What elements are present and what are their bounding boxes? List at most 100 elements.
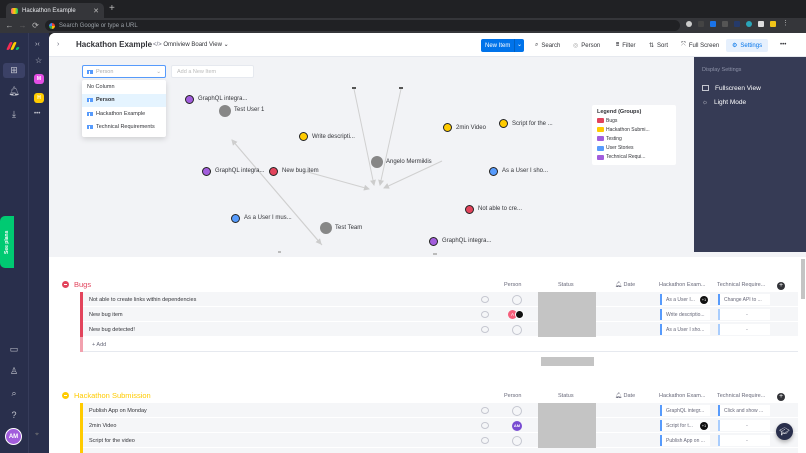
column-header-person[interactable]: Person xyxy=(504,393,522,399)
workspace-h[interactable]: H xyxy=(34,93,44,103)
hackathon-link-cell[interactable]: Publish App on ... xyxy=(660,435,710,446)
forward-button[interactable]: → xyxy=(18,21,27,30)
fullscreen-view-option[interactable]: Fullscreen View xyxy=(702,81,798,95)
technical-link-cell[interactable]: - xyxy=(718,309,770,320)
column-header-date[interactable]: 🔔︎ Date xyxy=(615,393,636,399)
graph-canvas[interactable]: Person ⌄ Add a New Item No Column Person … xyxy=(49,57,806,257)
hackathon-link-cell[interactable]: Script for t... xyxy=(660,420,710,431)
graph-node-person[interactable] xyxy=(219,105,231,117)
comment-icon[interactable] xyxy=(481,406,489,414)
status-cell[interactable] xyxy=(538,403,596,418)
new-tab-button[interactable]: + xyxy=(109,3,115,14)
person-filter-button[interactable]: ◎ Person xyxy=(573,42,600,50)
column-header-technical[interactable]: Technical Require... xyxy=(717,393,766,399)
technical-link-cell[interactable]: - xyxy=(718,324,770,335)
user-avatar[interactable]: AM xyxy=(5,428,22,445)
back-button[interactable]: ← xyxy=(5,21,14,30)
search-icon[interactable]: ⌕ xyxy=(11,388,17,398)
favorites-star-icon[interactable]: ☆ xyxy=(35,56,43,65)
comment-icon[interactable] xyxy=(481,421,489,429)
collapse-group-icon[interactable] xyxy=(62,281,69,288)
add-column-icon[interactable]: + xyxy=(777,393,785,401)
new-item-dropdown-icon[interactable]: ⌄ xyxy=(514,39,524,52)
new-item-button[interactable]: New Item ⌄ xyxy=(481,39,524,52)
extension-icon[interactable] xyxy=(698,21,704,27)
status-cell[interactable] xyxy=(538,418,596,433)
hackathon-link-cell[interactable]: GraphQL integr... xyxy=(660,405,710,416)
table-row[interactable]: Not able to create links within dependen… xyxy=(80,292,798,307)
technical-link-cell[interactable]: Click and show ... xyxy=(718,405,770,416)
calendar-icon[interactable]: ▭ xyxy=(9,344,19,354)
table-row[interactable]: Script for the video Publish App on ... … xyxy=(80,433,798,448)
more-workspaces-icon[interactable]: ••• xyxy=(34,111,41,117)
group-header-bugs[interactable]: Bugs xyxy=(62,280,91,289)
settings-button[interactable]: ⚙ Settings xyxy=(726,39,769,52)
add-item-row[interactable]: + Add xyxy=(80,337,798,352)
view-selector[interactable]: </> Omniview Board View ⌄ xyxy=(153,41,229,48)
column-header-hackathon[interactable]: Hackathon Exam... xyxy=(659,393,706,399)
reload-button[interactable]: ⟳ xyxy=(32,21,39,30)
workspace-m[interactable]: M xyxy=(34,74,44,84)
extension-icon[interactable] xyxy=(734,21,740,27)
help-icon[interactable]: ? xyxy=(11,410,17,420)
column-select[interactable]: Person ⌄ xyxy=(82,65,166,78)
comment-icon[interactable] xyxy=(481,295,489,303)
avatar[interactable]: AM xyxy=(512,420,522,431)
browser-tab[interactable]: Hackathon Example ✕ xyxy=(6,3,104,18)
dropdown-option-hackathon-example[interactable]: Hackathon Example xyxy=(82,107,166,121)
status-cell[interactable] xyxy=(538,322,596,337)
collapse-sidebar-icon[interactable]: ›‹ xyxy=(35,41,40,48)
table-row[interactable]: New bug detected! As a User I sho... - xyxy=(80,322,798,337)
table-row[interactable] xyxy=(80,448,798,453)
graph-node-person[interactable] xyxy=(371,156,383,168)
technical-link-cell[interactable]: - xyxy=(718,435,770,446)
empty-person-icon[interactable] xyxy=(512,435,522,446)
extension-icon[interactable] xyxy=(746,21,752,27)
status-cell[interactable] xyxy=(538,433,596,448)
extension-icon[interactable] xyxy=(710,21,716,27)
status-cell[interactable] xyxy=(538,292,596,307)
column-header-person[interactable]: Person xyxy=(504,282,522,288)
item-name[interactable]: Publish App on Monday xyxy=(89,407,147,414)
comment-icon[interactable] xyxy=(481,325,489,333)
search-button[interactable]: ⌕ Search xyxy=(535,42,560,49)
hackathon-link-cell[interactable]: As a User I... xyxy=(660,294,710,305)
status-cell[interactable] xyxy=(538,307,596,322)
pin-icon[interactable]: ⌖ xyxy=(35,431,39,438)
full-screen-button[interactable]: ⤧ Full Screen xyxy=(681,42,719,49)
group-header-hackathon-submission[interactable]: Hackathon Submission xyxy=(62,391,151,400)
item-name[interactable]: New bug item xyxy=(89,311,123,318)
table-row[interactable]: Publish App on Monday GraphQL integr... … xyxy=(80,403,798,418)
item-name[interactable]: Not able to create links within dependen… xyxy=(89,296,197,303)
comment-icon[interactable] xyxy=(481,310,489,318)
dropdown-option-technical-requirements[interactable]: Technical Requirements xyxy=(82,121,166,135)
graph-node[interactable] xyxy=(202,167,211,176)
comment-icon[interactable] xyxy=(481,436,489,444)
profile-extension-icon[interactable] xyxy=(770,21,776,27)
extension-icon[interactable] xyxy=(686,21,692,27)
hackathon-link-cell[interactable]: Write descriptio... xyxy=(660,309,710,320)
inbox-download-icon[interactable]: ⤓ xyxy=(12,109,16,119)
graph-node[interactable] xyxy=(299,132,308,141)
graph-node[interactable] xyxy=(499,119,508,128)
add-new-item-input[interactable]: Add a New Item xyxy=(171,65,254,78)
empty-person-icon[interactable] xyxy=(512,294,522,305)
extension-icon[interactable] xyxy=(722,21,728,27)
dropdown-option-no-column[interactable]: No Column xyxy=(82,80,166,94)
filter-button[interactable]: ⩩ Filter xyxy=(616,42,636,49)
avatar[interactable]: A xyxy=(508,310,517,319)
vertical-scrollbar[interactable] xyxy=(801,259,805,299)
table-row[interactable]: New bug item A Write descriptio... - xyxy=(80,307,798,322)
sort-button[interactable]: ⇅ Sort xyxy=(649,42,668,50)
graph-node[interactable] xyxy=(429,237,438,246)
more-options-button[interactable]: ••• xyxy=(780,42,787,48)
chrome-menu-icon[interactable]: ⋮ xyxy=(782,20,789,27)
learn-graduation-cap-button[interactable]: 🎓︎ xyxy=(776,423,793,440)
apps-grid-icon[interactable]: ⊞ xyxy=(3,63,25,78)
item-name[interactable]: Script for the video xyxy=(89,437,135,444)
column-header-status[interactable]: Status xyxy=(558,282,574,288)
expand-panel-icon[interactable]: › xyxy=(57,41,60,48)
graph-node[interactable] xyxy=(489,167,498,176)
graph-node[interactable] xyxy=(269,167,278,176)
see-plans-button[interactable]: See plans xyxy=(0,216,14,268)
